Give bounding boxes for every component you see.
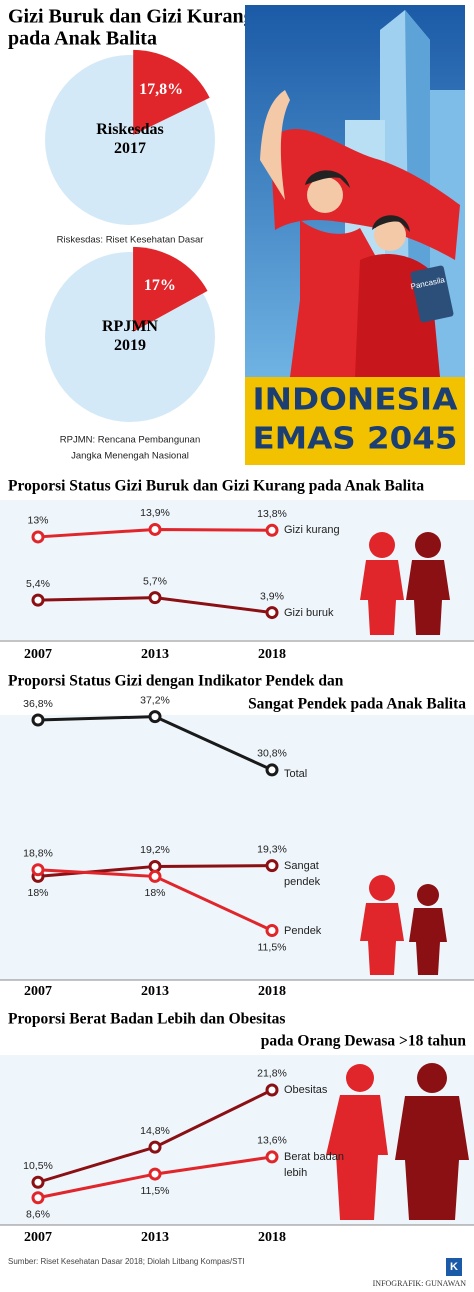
value-label: 13,9% (140, 507, 170, 519)
value-label: 37,2% (140, 694, 170, 706)
series-label: Pendek (284, 924, 322, 937)
series-label-box: Total (284, 767, 308, 780)
point (148, 869, 162, 883)
pie-note: RPJMN: Rencana Pembangunan (60, 435, 200, 446)
pie-slice (133, 246, 208, 332)
point (148, 522, 162, 536)
point (265, 1083, 279, 1097)
x-tick-label: 2013 (141, 647, 169, 662)
x-tick-label: 2013 (141, 984, 169, 999)
pie-note: Jangka Menengah Nasional (71, 451, 189, 462)
value-label: 11,5% (141, 1185, 170, 1197)
x-tick-label: 2007 (24, 1230, 52, 1245)
value-label: 18% (144, 887, 165, 899)
pie-center-label: RPJMN (102, 318, 158, 335)
poster: Pancasila INDONESIA EMAS 2045 (245, 5, 465, 465)
panel (0, 500, 474, 640)
point (265, 924, 279, 938)
value-label: 5,7% (143, 575, 167, 587)
pie-slice (133, 49, 210, 135)
series-label: Berat badan lebih (284, 1150, 344, 1179)
chart-title: pada Orang Dewasa >18 tahun (261, 1033, 467, 1050)
series-label: Obesitas (284, 1083, 328, 1096)
x-tick-label: 2007 (24, 647, 52, 662)
chart-title: Sangat Pendek pada Anak Balita (248, 696, 466, 713)
point (265, 606, 279, 620)
series-label: Total (284, 767, 308, 780)
point (265, 763, 279, 777)
x-tick-label: 2018 (258, 1230, 286, 1245)
value-label: 13% (27, 515, 48, 527)
point (31, 863, 45, 877)
chart-title: Proporsi Berat Badan Lebih dan Obesitas (8, 1011, 285, 1028)
adult-figures (326, 1063, 469, 1220)
pie-note: Riskesdas: Riset Kesehatan Dasar (57, 235, 204, 246)
series-label: Gizi buruk (284, 606, 334, 619)
value-label: 10,5% (23, 1160, 53, 1172)
point (265, 523, 279, 537)
value-label: 19,3% (257, 843, 287, 855)
slice-label: 17,8% (139, 81, 183, 98)
series-label-box: Sangat pendek (284, 859, 321, 888)
x-tick-label: 2013 (141, 1230, 169, 1245)
point (31, 530, 45, 544)
series-label: Sangat pendek (284, 859, 321, 888)
point (148, 1140, 162, 1154)
header-title: Gizi Buruk dan Gizi Kurang (8, 6, 254, 28)
value-label: 11,5% (258, 941, 287, 953)
logo-box (446, 1258, 462, 1276)
value-label: 8,6% (26, 1209, 50, 1221)
chart-title: Proporsi Status Gizi dengan Indikator Pe… (8, 673, 344, 690)
value-label: 5,4% (26, 578, 50, 590)
point (31, 593, 45, 607)
pie-center-label: Riskesdas (96, 121, 164, 138)
value-label: 19,2% (140, 844, 170, 856)
value-label: 36,8% (23, 698, 53, 710)
series-label-box: Gizi buruk (284, 606, 334, 619)
value-label: 30,8% (257, 748, 287, 760)
value-label: 21,8% (257, 1068, 287, 1080)
chart-title: Proporsi Status Gizi Buruk dan Gizi Kura… (8, 478, 424, 495)
series-label-box: Gizi kurang (284, 524, 340, 537)
point (148, 591, 162, 605)
series-label-box: Pendek (284, 924, 322, 937)
pie-center-label: 2017 (114, 140, 146, 157)
source: Sumber: Riset Kesehatan Dasar 2018; Diol… (8, 1257, 245, 1266)
point (31, 713, 45, 727)
point (265, 859, 279, 873)
x-tick-label: 2007 (24, 984, 52, 999)
point (31, 1191, 45, 1205)
logo: K (450, 1261, 458, 1273)
poster-line: INDONESIA (253, 383, 459, 418)
series-label-box: Obesitas (284, 1083, 328, 1096)
value-label: 18% (27, 887, 48, 899)
point (148, 710, 162, 724)
x-tick-label: 2018 (258, 647, 286, 662)
value-label: 18,8% (23, 848, 53, 860)
value-label: 14,8% (140, 1125, 170, 1137)
point (31, 1175, 45, 1189)
series-label-box: Berat badan lebih (284, 1150, 344, 1179)
point (265, 1150, 279, 1164)
child-figures (360, 532, 450, 975)
value-label: 13,6% (257, 1135, 287, 1147)
series-label: Gizi kurang (284, 524, 340, 537)
slice-label: 17% (144, 277, 176, 294)
x-tick-label: 2018 (258, 984, 286, 999)
value-label: 3,9% (260, 590, 284, 602)
panel (0, 1055, 474, 1225)
point (148, 1167, 162, 1181)
value-label: 13,8% (257, 508, 287, 520)
poster-line: EMAS 2045 (253, 422, 458, 457)
pie-center-label: 2019 (114, 337, 146, 354)
header-title: pada Anak Balita (8, 28, 157, 50)
credit: INFOGRAFIK: GUNAWAN (373, 1279, 467, 1288)
